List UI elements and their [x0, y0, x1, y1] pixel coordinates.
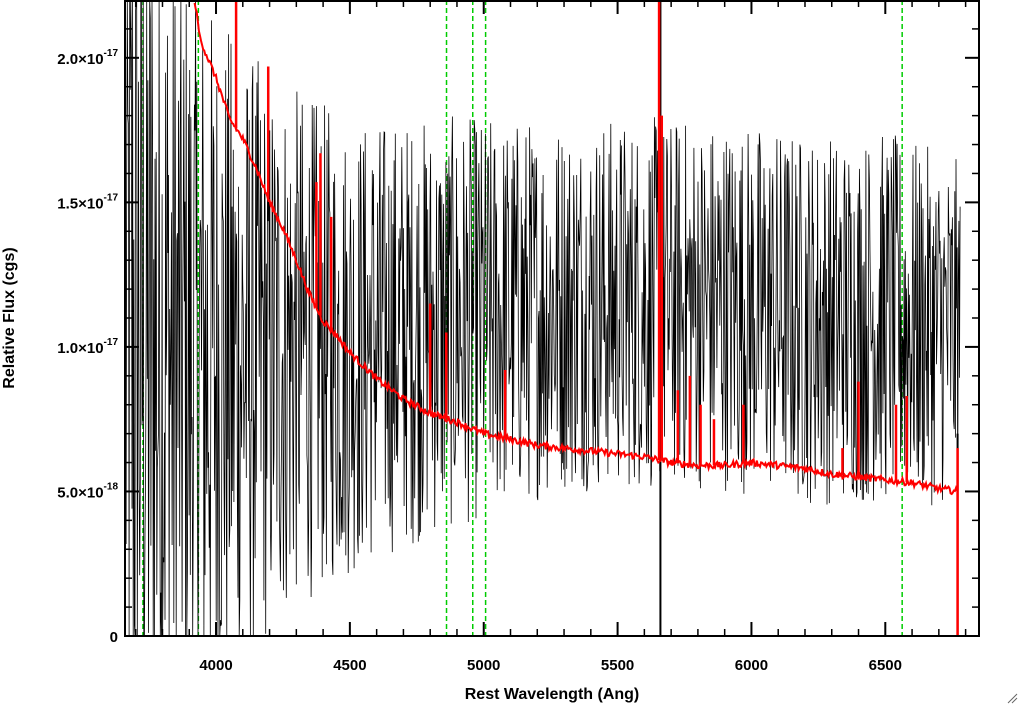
x-tick-label: 4500 — [333, 657, 366, 674]
y-axis-ticks — [125, 28, 979, 637]
y-tick-label: 5.0×10-18 — [57, 481, 118, 501]
y-tick-label: 2.0×10-17 — [57, 48, 118, 68]
resize-grip-icon[interactable] — [1004, 690, 1018, 704]
y-tick-label: 1.5×10-17 — [57, 192, 118, 212]
observed-spectrum-series — [125, 0, 961, 637]
y-axis-title: Relative Flux (cgs) — [1, 247, 18, 388]
y-tick-label: 1.0×10-17 — [57, 337, 118, 357]
x-tick-label: 4000 — [199, 657, 232, 674]
x-tick-label: 6500 — [869, 657, 902, 674]
x-axis-tick-labels: 4000 4500 5000 5500 6000 6500 — [199, 657, 902, 674]
x-tick-label: 6000 — [735, 657, 768, 674]
x-axis-ticks — [134, 0, 967, 636]
x-tick-label: 5500 — [601, 657, 634, 674]
y-tick-label: 0 — [110, 629, 118, 646]
y-axis-tick-labels: 0 5.0×10-18 1.0×10-17 1.5×10-17 2.0×10-17 — [57, 48, 118, 646]
x-tick-label: 5000 — [467, 657, 500, 674]
model-continuum-line — [193, 2, 958, 496]
x-axis-title: Rest Wavelength (Ang) — [465, 686, 640, 703]
observed-spectrum-line — [125, 0, 961, 637]
model-spectrum-series — [193, 0, 959, 636]
